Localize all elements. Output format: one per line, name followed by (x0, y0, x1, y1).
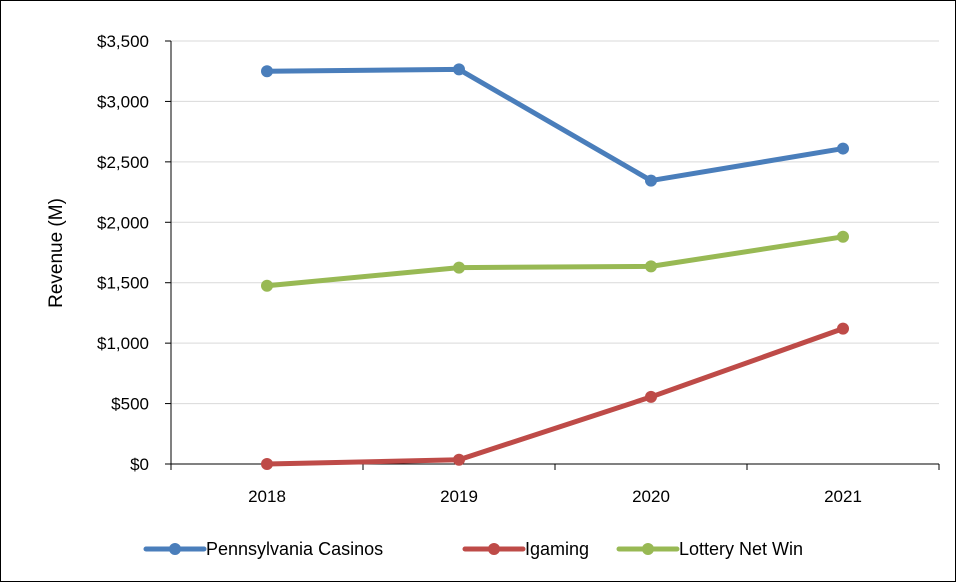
axes (165, 40, 940, 470)
legend-label: Igaming (525, 539, 589, 559)
y-tick-labels: $0 $500 $1,000 $1,500 $2,000 $2,500 $3,000 $3,5… (97, 32, 149, 474)
y-axis-title: Revenue (M) (46, 198, 67, 308)
data-point (453, 453, 465, 466)
legend-item: Igaming (462, 539, 589, 559)
data-point (453, 63, 465, 76)
legend-marker (169, 543, 181, 555)
legend: Pennsylvania Casinos Igaming Lottery Net W… (143, 539, 803, 559)
y-tick-label: $1,000 (97, 334, 149, 353)
data-point (645, 174, 657, 187)
data-point (837, 322, 849, 335)
x-tick-label: 2019 (440, 487, 478, 506)
data-point (837, 230, 849, 243)
x-tick-label: 2020 (632, 487, 670, 506)
x-tick-label: 2021 (824, 487, 862, 506)
series-line (264, 326, 846, 467)
y-tick-label: $1,500 (97, 274, 149, 293)
y-tick-label: $500 (111, 395, 149, 414)
legend-marker (642, 543, 654, 555)
legend-item: Pennsylvania Casinos (143, 539, 383, 559)
legend-marker (488, 543, 500, 555)
data-point (261, 65, 273, 78)
x-tick-label: 2018 (248, 487, 286, 506)
y-tick-label: $2,000 (97, 213, 149, 232)
y-tick-label: $0 (130, 455, 149, 474)
data-point (261, 279, 273, 292)
data-point (453, 261, 465, 274)
legend-label: Lottery Net Win (679, 539, 803, 559)
y-tick-label: $2,500 (97, 153, 149, 172)
series-line (264, 234, 846, 289)
series-line (264, 66, 846, 184)
data-point (261, 458, 273, 470)
x-tick-labels: 2018 2019 2020 2021 (248, 487, 862, 506)
data-point (645, 390, 657, 403)
gridlines (171, 40, 939, 405)
legend-item: Lottery Net Win (616, 539, 803, 559)
y-tick-label: $3,500 (97, 32, 149, 51)
data-point (837, 142, 849, 155)
series-pennsylvania-casinos (261, 63, 849, 187)
series-igaming (261, 322, 849, 470)
legend-label: Pennsylvania Casinos (206, 539, 383, 559)
series-lottery-net-win (261, 230, 849, 292)
y-tick-label: $3,000 (97, 92, 149, 111)
data-point (645, 260, 657, 273)
series-group (261, 63, 849, 470)
